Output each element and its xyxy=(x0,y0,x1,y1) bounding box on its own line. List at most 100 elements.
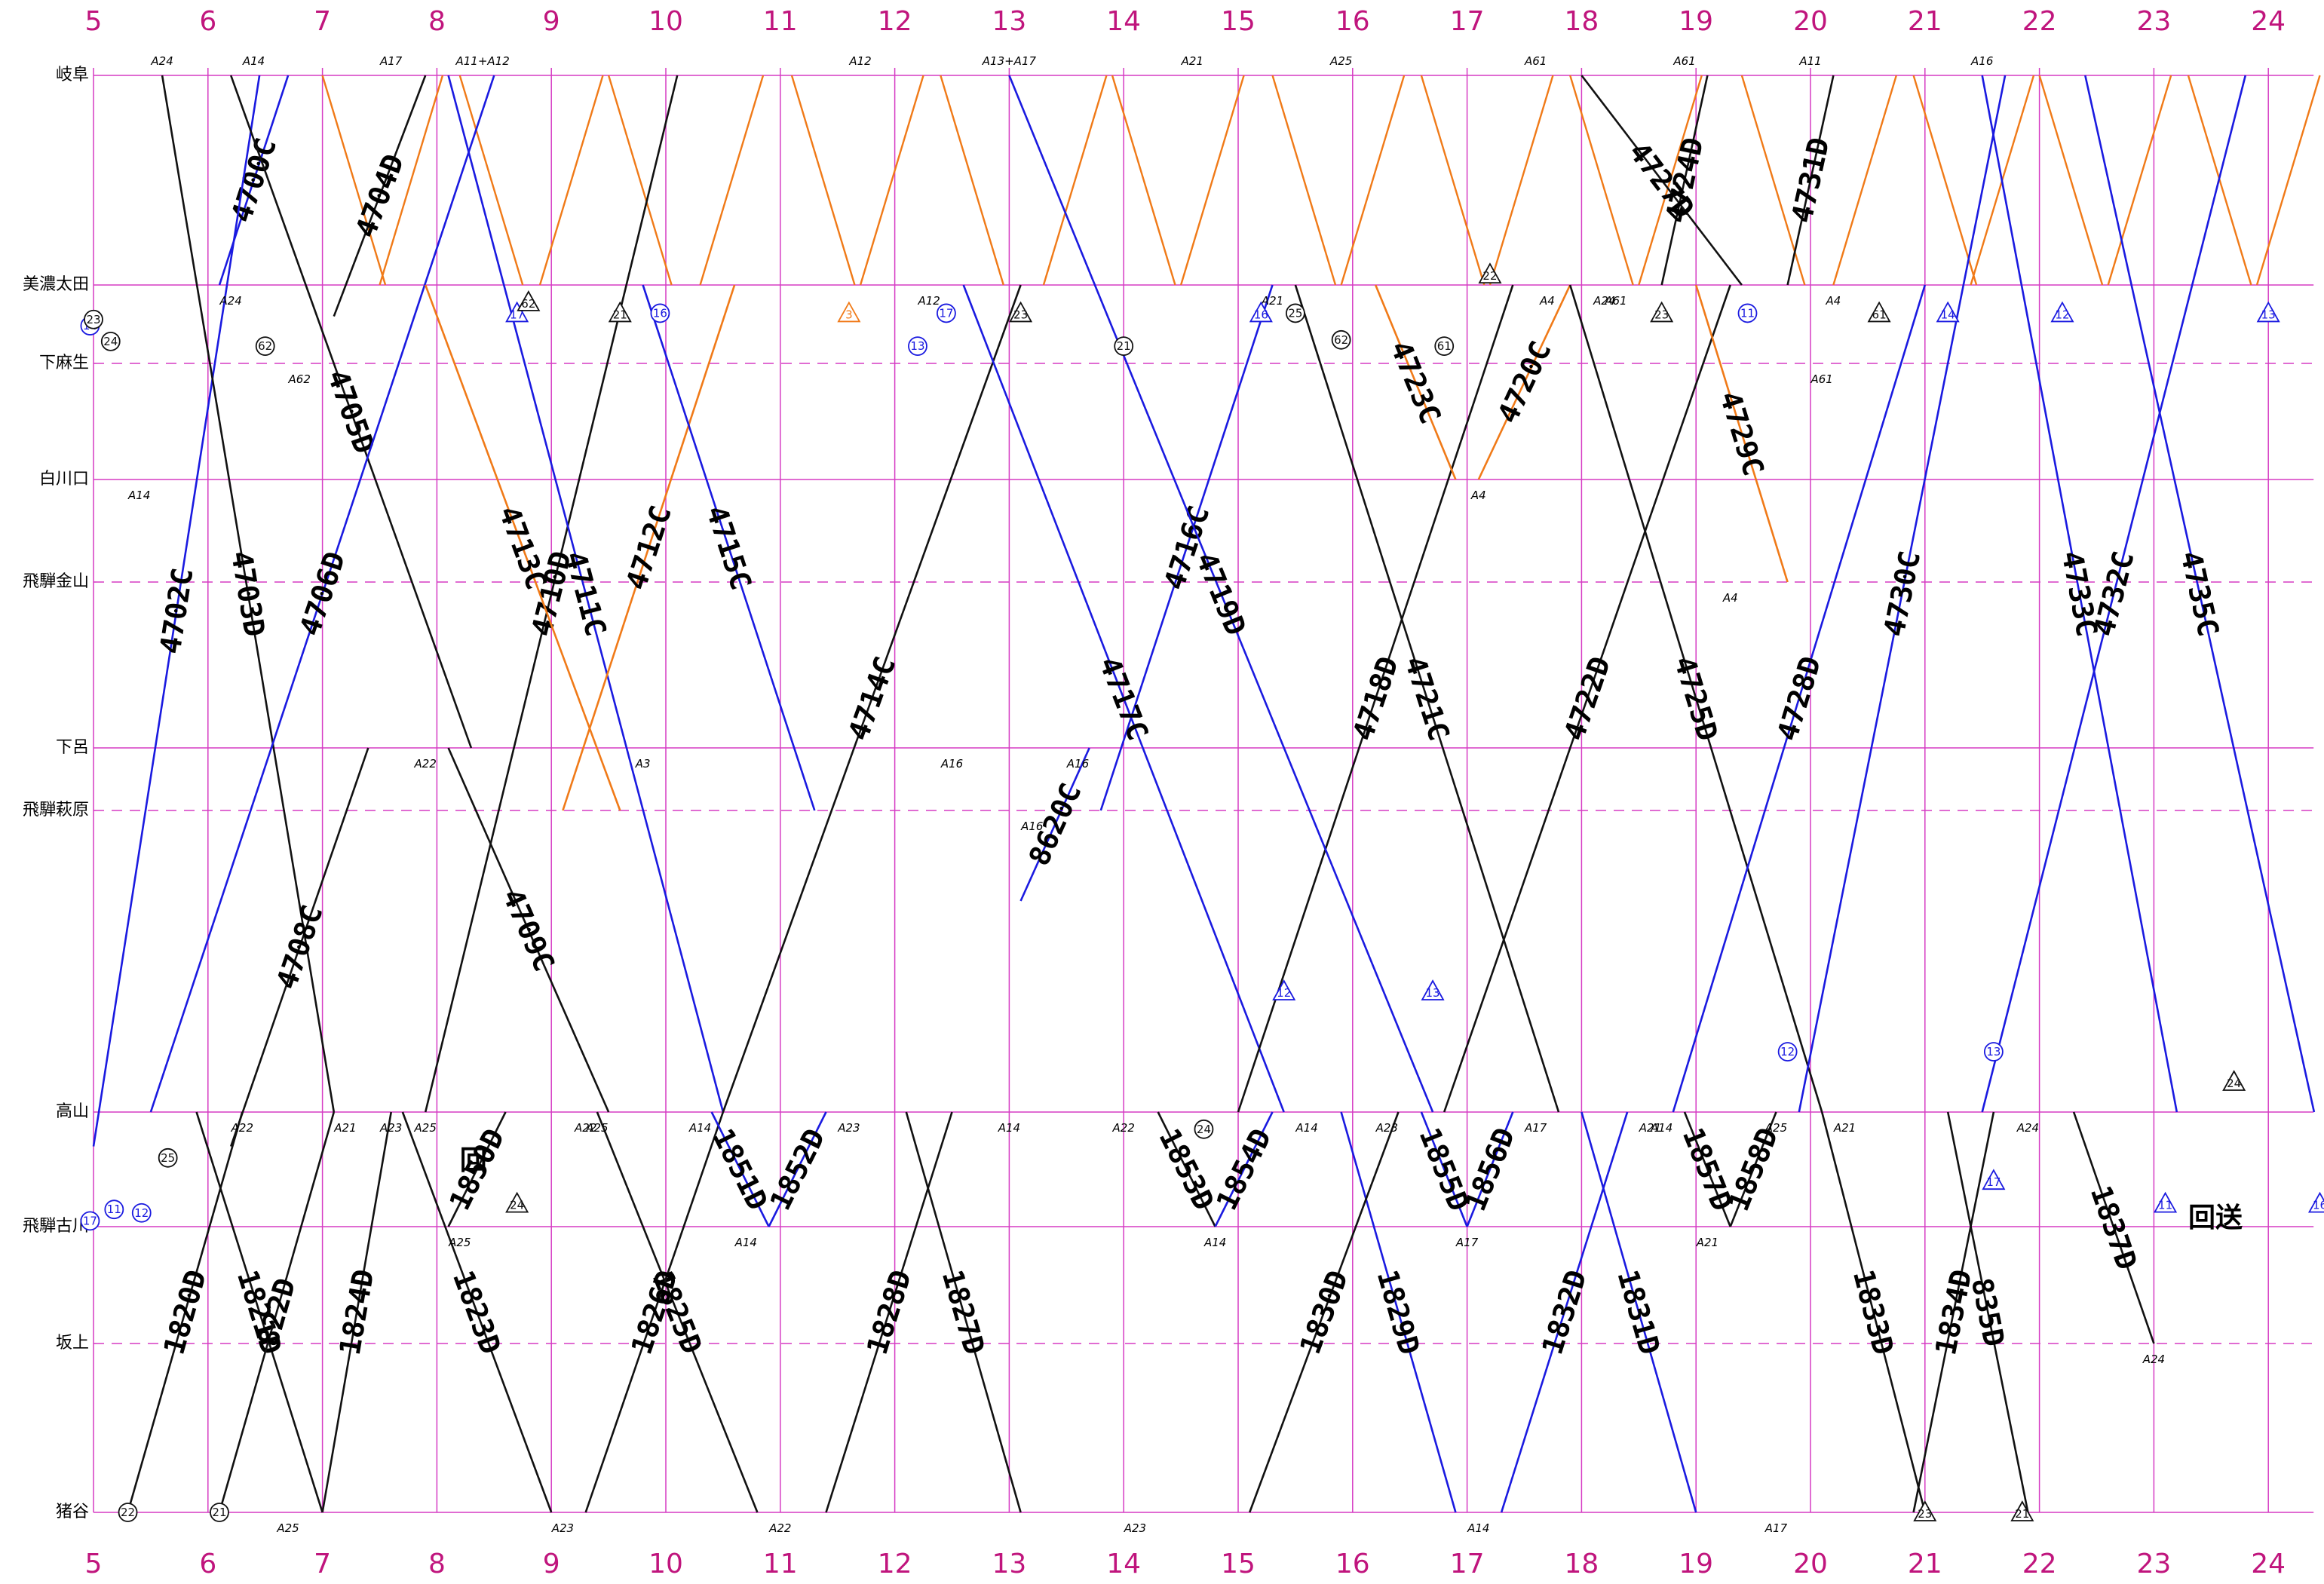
train-line xyxy=(1660,75,1709,286)
hour-label-bottom: 19 xyxy=(1679,1549,1713,1579)
train-line xyxy=(768,1111,827,1227)
set-number: 12 xyxy=(1277,986,1291,1000)
set-circle xyxy=(1737,303,1758,323)
train-line xyxy=(1294,284,1560,1113)
train-line xyxy=(1237,284,1514,1113)
set-label: A22 xyxy=(1112,1121,1135,1135)
hour-label-top: 6 xyxy=(199,6,216,37)
station-label: 美濃太田 xyxy=(23,275,89,294)
set-number: 21 xyxy=(212,1506,226,1519)
train-label: 4718D xyxy=(1346,652,1405,744)
train-label: 1854D xyxy=(1210,1123,1277,1215)
set-number: 16 xyxy=(653,306,667,320)
set-number: 17 xyxy=(510,308,524,321)
set-triangle xyxy=(2050,301,2074,323)
train-line xyxy=(229,747,369,1147)
set-label: A22 xyxy=(574,1121,596,1135)
set-label: A16 xyxy=(940,757,963,771)
train-label: 4703D xyxy=(225,549,271,639)
hour-axis-top: 5 6 7 8 9 10 11 12 13 14 15 16 17 18 19 20 21 22 23 24 xyxy=(85,6,2286,37)
set-number: 12 xyxy=(2055,308,2069,321)
set-label: A22 xyxy=(768,1521,791,1535)
shuttle-lines xyxy=(321,75,2321,286)
set-triangle xyxy=(1272,979,1296,1000)
station-label: 高山 xyxy=(56,1102,89,1121)
train-label: 1830D xyxy=(1293,1266,1354,1359)
set-circle xyxy=(1194,1119,1214,1139)
train-label: 1852D xyxy=(763,1123,831,1215)
set-label: A61 xyxy=(1604,294,1626,308)
set-circle xyxy=(937,303,956,323)
set-circle xyxy=(1331,329,1351,350)
shuttle-line xyxy=(1489,75,1554,286)
set-triangle xyxy=(1421,979,1445,1000)
train-line xyxy=(1820,1111,1927,1513)
train-line xyxy=(1420,1111,1468,1227)
set-number: 24 xyxy=(1197,1123,1211,1136)
set-label: A21 xyxy=(1181,54,1203,68)
set-number: 25 xyxy=(161,1151,175,1165)
set-number: 13 xyxy=(910,339,924,353)
shuttle-line xyxy=(321,75,387,286)
set-label: A14 xyxy=(1203,1236,1226,1249)
set-number: 17 xyxy=(939,306,953,320)
train-line xyxy=(2084,75,2316,1113)
train-line xyxy=(1008,75,1434,1113)
set-label: A21 xyxy=(1696,1236,1718,1249)
hour-label-bottom: 10 xyxy=(648,1549,683,1579)
set-label: A11+A12 xyxy=(455,54,509,68)
hour-label-top: 7 xyxy=(314,6,331,37)
train-line xyxy=(321,1111,392,1513)
station-label: 猪谷 xyxy=(56,1503,89,1521)
set-label: A21 xyxy=(1261,294,1283,308)
shuttle-line xyxy=(790,75,856,286)
set-triangle xyxy=(505,301,529,323)
set-number: 62 xyxy=(1334,333,1348,347)
hour-label-bottom: 9 xyxy=(543,1549,560,1579)
train-line xyxy=(1581,1111,1697,1513)
train-label: 4722D xyxy=(1557,652,1617,744)
set-label: A23 xyxy=(379,1121,402,1135)
train-line xyxy=(424,284,621,811)
set-label: A14 xyxy=(1295,1121,1317,1135)
set-label: A24 xyxy=(2142,1353,2165,1366)
set-number: 14 xyxy=(1941,308,1955,321)
hour-label-bottom: 17 xyxy=(1450,1549,1485,1579)
note-text: 回送 xyxy=(2188,1203,2243,1233)
station-label: 白川口 xyxy=(39,470,89,489)
train-line xyxy=(1466,1111,1514,1227)
hour-label-top: 23 xyxy=(2136,6,2171,37)
set-triangle xyxy=(1650,301,1674,323)
set-label: A21 xyxy=(333,1121,356,1135)
set-label: A61 xyxy=(1810,372,1833,386)
train-label: 1827D xyxy=(936,1266,992,1358)
train-label: 4717C xyxy=(1093,652,1154,745)
shuttle-line xyxy=(538,75,604,286)
hour-label-bottom: 21 xyxy=(1908,1549,1942,1579)
set-label: A25 xyxy=(585,1121,608,1135)
set-label: A16 xyxy=(1970,54,1993,68)
train-label: 4733C xyxy=(2056,548,2104,639)
train-line xyxy=(905,1111,1022,1513)
train-line xyxy=(1248,1111,1400,1513)
train-label: 1829D xyxy=(1371,1266,1427,1358)
set-triangle xyxy=(2222,1070,2246,1091)
set-label: A17 xyxy=(1524,1121,1547,1135)
train-label: 4719D xyxy=(1189,547,1252,640)
hour-label-top: 24 xyxy=(2251,6,2286,37)
set-label: A11 xyxy=(1798,54,1821,68)
set-circle xyxy=(118,1503,138,1522)
shuttle-line xyxy=(1832,75,1897,286)
set-number: 24 xyxy=(2227,1077,2241,1090)
hour-label-top: 17 xyxy=(1450,6,1485,37)
train-label: 4725D xyxy=(1668,652,1725,744)
train-line xyxy=(642,284,816,811)
set-label: A61 xyxy=(1524,54,1547,68)
set-triangle xyxy=(608,301,632,323)
station-label: 飛騨金山 xyxy=(23,572,89,591)
set-triangle xyxy=(517,290,541,311)
train-label: 4728D xyxy=(1771,652,1827,744)
set-circle xyxy=(1114,336,1134,357)
set-triangle xyxy=(2010,1500,2034,1521)
train-line xyxy=(1214,1111,1274,1227)
